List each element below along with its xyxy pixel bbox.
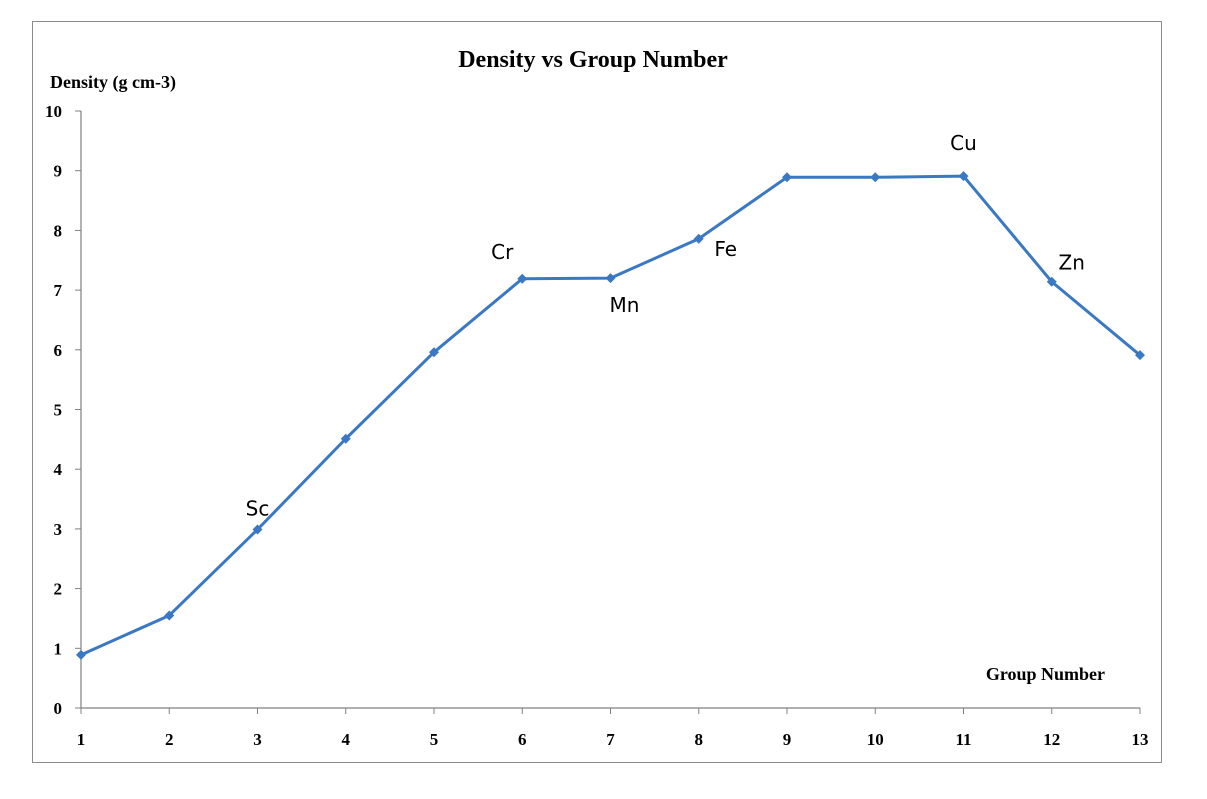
point-label-cu: Cu <box>950 131 977 155</box>
point-label-cr: Cr <box>491 240 514 264</box>
point-labels: Sc Cr Mn Fe Cu Zn <box>246 131 1085 520</box>
data-point-marker <box>693 233 704 244</box>
y-tick-label: 1 <box>54 639 63 658</box>
y-axis-label: Density (g cm-3) <box>50 72 176 93</box>
point-label-fe: Fe <box>714 237 737 261</box>
data-point-marker <box>517 273 528 284</box>
x-tick-label: 9 <box>783 730 792 749</box>
point-label-mn: Mn <box>610 293 640 317</box>
data-point-marker <box>782 172 792 183</box>
x-axis-label: Group Number <box>986 664 1105 684</box>
x-tick-label: 7 <box>606 730 615 749</box>
data-point-marker <box>429 347 439 358</box>
data-point-marker <box>870 172 881 183</box>
x-tick-label: 10 <box>867 730 884 749</box>
data-point-marker <box>340 433 351 444</box>
y-tick-label: 7 <box>54 281 63 300</box>
x-tick-label: 1 <box>77 730 86 749</box>
x-tick-label: 12 <box>1043 730 1060 749</box>
y-tick-label: 5 <box>54 401 63 420</box>
point-label-zn: Zn <box>1059 251 1085 275</box>
series-line <box>80 174 1141 657</box>
x-tick-label: 8 <box>695 730 704 749</box>
x-tick-label: 11 <box>955 730 971 749</box>
chart-title: Density vs Group Number <box>458 47 728 73</box>
y-tick-label: 8 <box>54 221 63 240</box>
x-tick-label: 5 <box>430 730 439 749</box>
y-tick-label: 6 <box>54 341 63 360</box>
data-series <box>76 171 1145 660</box>
x-tick-label: 3 <box>253 730 262 749</box>
y-tick-label: 0 <box>54 699 63 718</box>
point-label-sc: Sc <box>246 496 270 520</box>
x-tick-label: 4 <box>342 730 351 749</box>
data-point-marker <box>958 171 969 182</box>
x-tick-label: 2 <box>165 730 174 749</box>
y-tick-label: 10 <box>45 102 62 121</box>
x-tick-label: 13 <box>1132 730 1149 749</box>
y-tick-label: 2 <box>54 580 63 599</box>
data-point-marker <box>164 610 175 621</box>
data-point-marker <box>1135 350 1145 361</box>
data-point-marker <box>1046 276 1057 287</box>
data-point-marker <box>76 649 86 660</box>
y-tick-label: 9 <box>54 162 63 181</box>
y-tick-label: 3 <box>54 520 63 539</box>
data-point-marker <box>252 524 263 535</box>
x-tick-label: 6 <box>518 730 527 749</box>
y-tick-label: 4 <box>54 460 63 479</box>
chart-frame <box>32 21 1162 763</box>
data-point-marker <box>605 273 616 284</box>
